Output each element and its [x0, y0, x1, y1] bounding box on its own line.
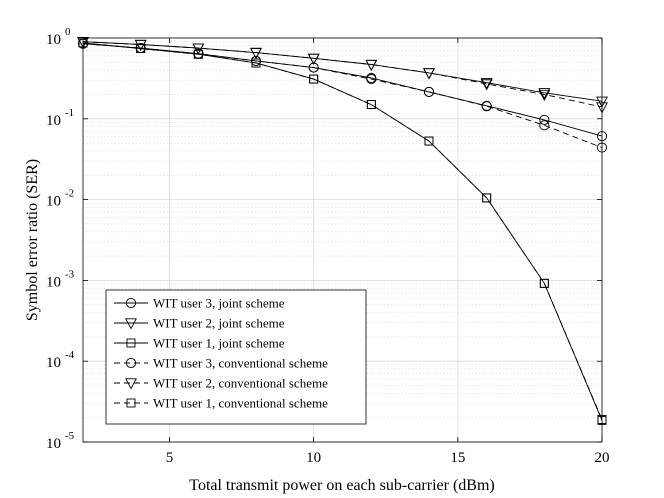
legend-label: WIT user 3, conventional scheme — [153, 356, 328, 371]
x-tick-label: 20 — [595, 450, 610, 466]
data-point — [482, 193, 492, 203]
y-tick-exponent: -2 — [65, 188, 74, 200]
data-point — [480, 79, 493, 91]
data-point — [250, 55, 262, 66]
data-point — [596, 131, 608, 142]
series-line — [82, 43, 603, 137]
legend-marker — [126, 398, 136, 408]
series-5 — [77, 37, 608, 114]
data-point — [539, 278, 549, 288]
y-tick-label: 10 -4 — [46, 349, 75, 371]
y-tick-label: 10 -2 — [46, 188, 74, 210]
x-tick-label: 5 — [166, 450, 174, 466]
data-point — [250, 47, 262, 60]
data-point — [423, 68, 435, 80]
data-point — [538, 88, 551, 100]
legend-label: WIT user 3, joint scheme — [153, 296, 285, 311]
y-tick-base: 10 — [46, 274, 61, 290]
y-tick-base: 10 — [46, 32, 61, 48]
series-line — [82, 42, 603, 420]
data-point — [192, 43, 205, 55]
y-tick-exponent: -1 — [65, 107, 74, 119]
legend-marker — [125, 378, 137, 390]
series-layer — [77, 37, 608, 425]
data-point — [539, 114, 550, 125]
y-tick-base: 10 — [46, 436, 61, 452]
data-point — [309, 74, 319, 84]
legend-marker — [125, 297, 137, 309]
data-point — [481, 101, 492, 112]
y-tick-exponent: 0 — [65, 26, 71, 38]
x-tick-label: 15 — [450, 450, 465, 466]
data-point — [424, 136, 434, 146]
series-6 — [78, 38, 607, 424]
data-point — [423, 86, 435, 97]
data-point — [366, 74, 377, 85]
legend-entry: WIT user 2, joint scheme — [114, 316, 285, 331]
series-line — [82, 43, 603, 149]
y-axis-label: Symbol error ratio (SER) — [24, 159, 41, 321]
legend-entry: WIT user 1, joint scheme — [114, 336, 285, 351]
legend: WIT user 3, joint scheme WIT user 2, join… — [105, 289, 367, 425]
data-point — [136, 44, 146, 54]
y-tick-base: 10 — [46, 194, 61, 210]
axis-ticks: 5 10 15 20 10 0 10 -1 10 -2 10 -3 10 -4 10 -5 — [46, 26, 610, 466]
y-tick-base: 10 — [46, 113, 61, 129]
legend-entry: WIT user 3, conventional scheme — [114, 356, 328, 371]
data-point — [596, 96, 608, 108]
y-tick-label: 10 -3 — [46, 268, 75, 290]
data-point — [597, 415, 607, 424]
legend-label: WIT user 2, joint scheme — [153, 316, 285, 331]
legend-marker — [125, 318, 137, 330]
data-point — [538, 89, 551, 102]
legend-label: WIT user 1, joint scheme — [153, 336, 285, 351]
data-point — [307, 53, 320, 65]
data-point — [251, 58, 261, 68]
plot-area — [82, 37, 603, 443]
series-line — [82, 41, 603, 108]
legend-entry: WIT user 2, conventional scheme — [114, 376, 328, 391]
legend-label: WIT user 1, conventional scheme — [153, 396, 328, 411]
legend-label: WIT user 2, conventional scheme — [153, 376, 328, 391]
data-point — [77, 37, 89, 49]
x-axis-label: Total transmit power on each sub-carrier… — [189, 477, 494, 494]
data-point — [365, 59, 378, 72]
y-tick-exponent: -5 — [65, 430, 75, 442]
data-point — [366, 100, 376, 110]
data-point — [539, 120, 550, 131]
data-point — [78, 38, 88, 48]
series-2 — [77, 37, 608, 108]
data-point — [134, 39, 147, 52]
y-tick-base: 10 — [46, 355, 61, 371]
y-tick-label: 10 0 — [46, 26, 71, 48]
data-point — [193, 49, 203, 59]
data-point — [596, 142, 608, 153]
legend-entry: WIT user 3, joint scheme — [114, 296, 285, 311]
legend-marker — [126, 338, 136, 348]
y-tick-exponent: -4 — [65, 349, 75, 361]
y-tick-label: 10 -1 — [46, 107, 74, 129]
x-tick-label: 10 — [306, 450, 321, 466]
legend-box — [105, 289, 367, 425]
y-tick-label: 10 -5 — [46, 430, 75, 452]
data-point — [596, 102, 608, 114]
y-tick-exponent: -3 — [65, 268, 75, 280]
series-4 — [77, 38, 608, 153]
legend-marker — [125, 357, 137, 369]
legend-entry: WIT user 1, conventional scheme — [114, 396, 328, 411]
